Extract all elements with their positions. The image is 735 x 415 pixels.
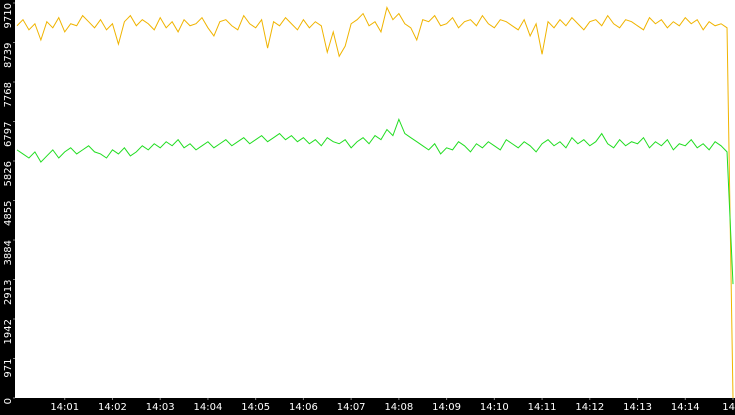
y-tick-label: 8739 [3, 43, 14, 68]
y-tick-label: 1942 [3, 319, 14, 344]
x-tick-label: 14:05 [241, 402, 270, 413]
x-axis-strip [0, 398, 735, 415]
y-tick-label: 9710 [3, 3, 14, 28]
y-tick-label: 0 [3, 398, 14, 404]
y-tick-label: 971 [3, 359, 14, 378]
x-tick-label: 14:01 [50, 402, 79, 413]
x-tick-label: 14:12 [575, 402, 604, 413]
x-tick-label: 14:08 [384, 402, 413, 413]
x-tick-label: 14:04 [194, 402, 223, 413]
y-tick-label: 7768 [3, 82, 14, 107]
y-tick-label: 6797 [3, 122, 14, 147]
y-tick-label: 3884 [3, 240, 14, 265]
x-tick-label: 14:11 [528, 402, 557, 413]
x-tick-label: 14:03 [146, 402, 175, 413]
x-tick-label: 14:07 [337, 402, 366, 413]
y-tick-label: 4855 [3, 201, 14, 226]
x-tick-label: 14:10 [480, 402, 509, 413]
x-tick-label: 14:02 [98, 402, 127, 413]
y-axis-strip [0, 0, 15, 415]
y-tick-label: 2913 [3, 280, 14, 305]
x-tick-label: 14:06 [289, 402, 318, 413]
x-tick-label: 14:14 [671, 402, 700, 413]
line-series [16, 6, 734, 399]
x-tick-label: 14:13 [623, 402, 652, 413]
line-series [16, 117, 734, 285]
y-tick-label: 5826 [3, 161, 14, 186]
x-tick-label: 14 [722, 402, 735, 413]
x-tick-label: 14:09 [432, 402, 461, 413]
